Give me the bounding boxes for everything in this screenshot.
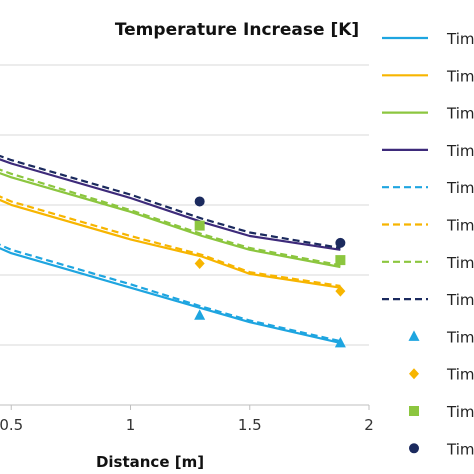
gridlines [0, 64, 369, 346]
series-line-4 [0, 243, 341, 343]
legend-label-1: Tim [446, 67, 474, 85]
legend: Tim Tim Tim Tim Tim Tim Tim Tim Tim Tim Tim Tim [382, 30, 474, 458]
x-tick-label: 2 [364, 416, 374, 434]
series-line-1 [0, 198, 341, 289]
legend-label-0: Tim [446, 30, 474, 48]
data-point-s10-1 [194, 220, 205, 231]
legend-label-8: Tim [446, 328, 474, 346]
legend-swatch-10 [409, 406, 419, 416]
series-line-3 [0, 158, 341, 251]
series-line-6 [0, 168, 341, 267]
legend-swatch-11 [409, 443, 419, 454]
x-tick-label: 1.5 [238, 416, 262, 434]
legend-label-11: Tim [446, 440, 474, 458]
x-axis-label: Distance [m] [96, 453, 204, 471]
data-point-s11-1 [194, 196, 205, 207]
legend-swatch-9 [409, 368, 419, 380]
x-tick-label: 0.5 [0, 416, 23, 434]
series-line-2 [0, 172, 341, 269]
legend-label-4: Tim [446, 179, 474, 197]
data-point-s9-0 [194, 258, 205, 270]
plot-area [0, 154, 346, 348]
legend-label-2: Tim [446, 105, 474, 123]
data-point-s8-2 [334, 336, 346, 348]
series-line-5 [0, 195, 341, 288]
legend-label-6: Tim [446, 254, 474, 272]
legend-label-3: Tim [446, 142, 474, 160]
series-line-7 [0, 154, 341, 250]
legend-label-7: Tim [446, 291, 474, 309]
data-point-s9-1 [335, 285, 346, 297]
legend-label-9: Tim [446, 366, 474, 384]
legend-label-5: Tim [446, 217, 474, 235]
data-point-s8-1 [194, 309, 206, 320]
chart-title: Temperature Increase [K] [115, 20, 359, 40]
data-point-s11-2 [335, 237, 346, 248]
x-axis: 0.5 1 1.5 2 [0, 404, 374, 434]
legend-swatch-8 [408, 330, 420, 341]
legend-label-10: Tim [446, 403, 474, 421]
series-group [0, 154, 346, 348]
x-tick-label: 1 [126, 416, 136, 434]
data-point-s10-2 [335, 255, 346, 266]
series-line-0 [0, 247, 341, 344]
